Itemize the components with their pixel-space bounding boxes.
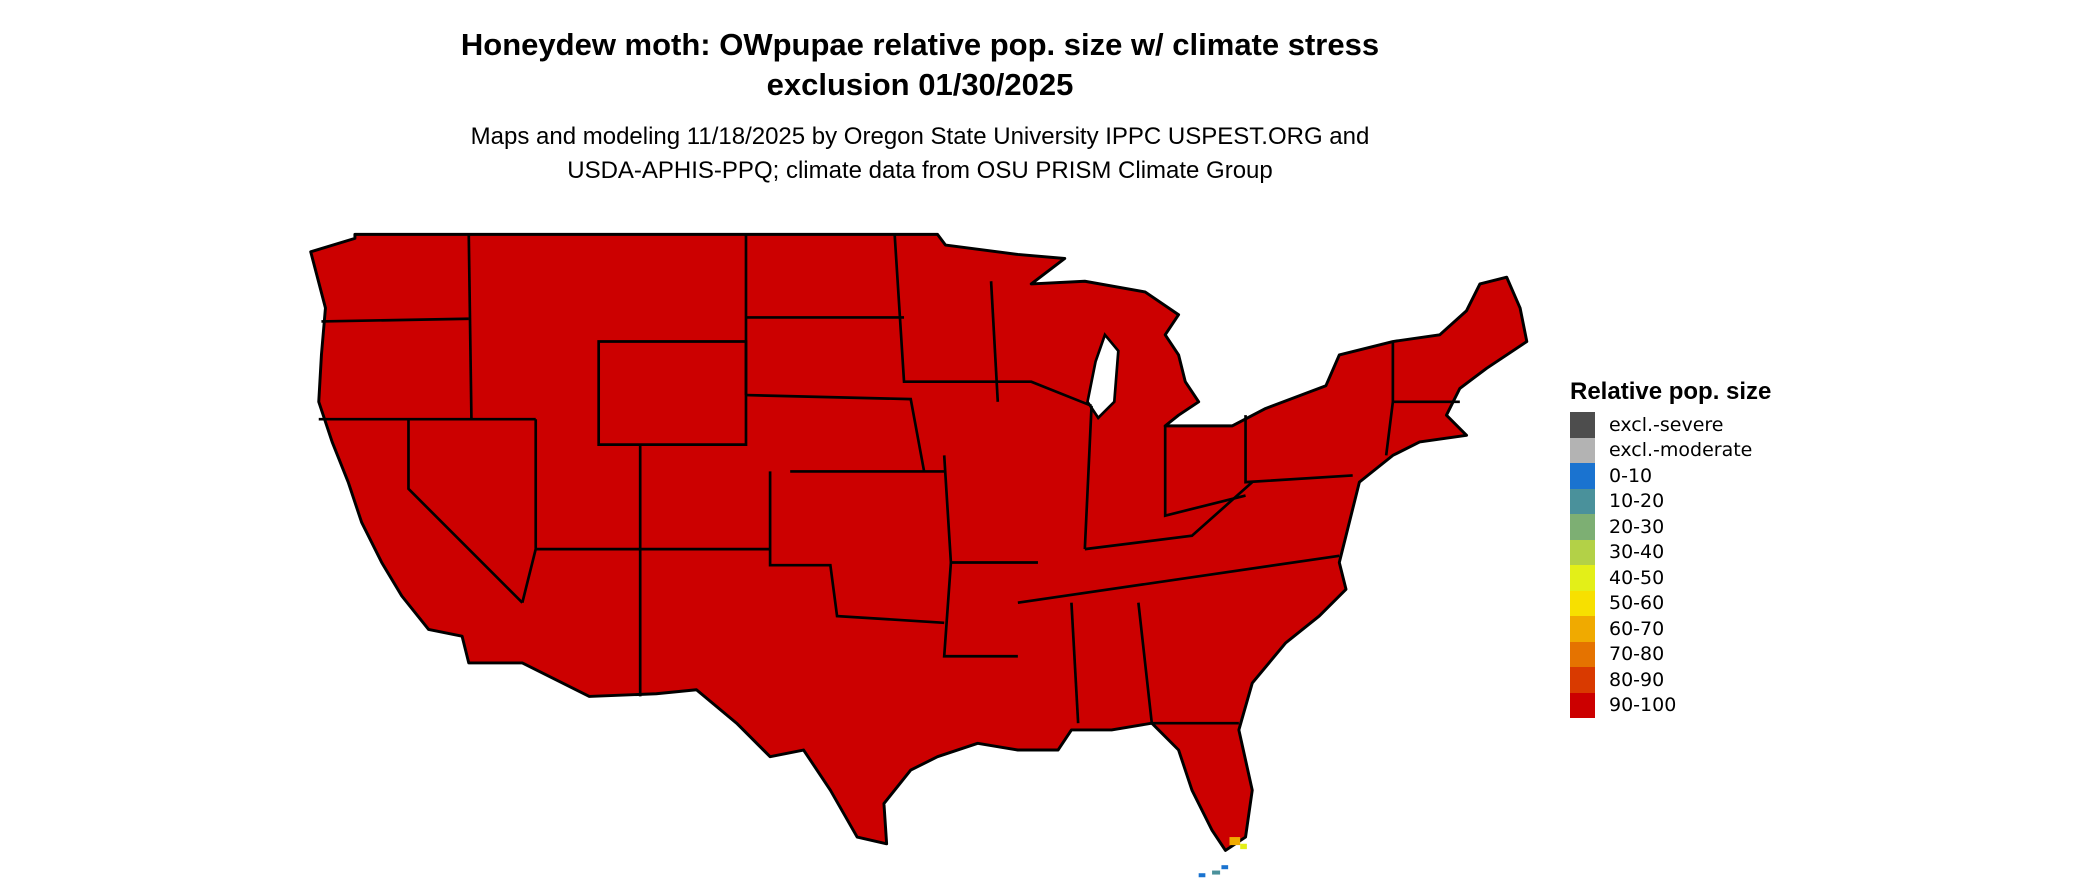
legend-swatch — [1570, 437, 1595, 463]
legend-label: 40-50 — [1609, 566, 1665, 589]
legend-label: 30-40 — [1609, 541, 1665, 564]
legend-swatch — [1570, 463, 1595, 489]
legend-title: Relative pop. size — [1570, 378, 1772, 405]
legend-swatch — [1570, 539, 1595, 565]
legend-label: excl.-moderate — [1609, 439, 1753, 462]
legend-label: excl.-severe — [1609, 413, 1724, 436]
legend-swatch — [1570, 514, 1595, 540]
legend-swatch — [1570, 565, 1595, 591]
legend-label: 90-100 — [1609, 694, 1677, 717]
legend-label: 50-60 — [1609, 592, 1665, 615]
legend-swatch — [1570, 692, 1595, 718]
legend-item: 70-80 — [1570, 641, 1771, 667]
legend-swatch — [1570, 488, 1595, 514]
legend-swatch — [1570, 616, 1595, 642]
lake-michigan — [1086, 332, 1120, 420]
legend-label: 20-30 — [1609, 515, 1665, 538]
legend-swatch — [1570, 641, 1595, 667]
legend-swatch — [1570, 667, 1595, 693]
legend-item: excl.-severe — [1570, 412, 1771, 438]
legend-item: 60-70 — [1570, 616, 1771, 642]
subtitle-line2: USDA-APHIS-PPQ; climate data from OSU PR… — [567, 157, 1273, 184]
legend-label: 60-70 — [1609, 617, 1665, 640]
florida-tip-low-values — [1198, 837, 1247, 878]
legend-item: 10-20 — [1570, 488, 1771, 514]
legend-label: 70-80 — [1609, 643, 1665, 666]
legend-item: 20-30 — [1570, 514, 1771, 540]
subtitle-line1: Maps and modeling 11/18/2025 by Oregon S… — [470, 123, 1370, 150]
legend-label: 80-90 — [1609, 668, 1665, 691]
state-borders — [318, 234, 1460, 725]
legend-item: 30-40 — [1570, 539, 1771, 565]
legend-item: 40-50 — [1570, 565, 1771, 591]
legend-swatch — [1570, 590, 1595, 616]
legend: Relative pop. size excl.-severe excl.-mod… — [1570, 378, 1771, 718]
legend-item: 0-10 — [1570, 463, 1771, 489]
legend-swatch — [1570, 412, 1595, 438]
legend-label: 0-10 — [1609, 464, 1653, 487]
legend-item: 50-60 — [1570, 590, 1771, 616]
conus-outline — [309, 232, 1529, 852]
chart-title-line2: exclusion 01/30/2025 — [766, 67, 1074, 102]
legend-item: excl.-moderate — [1570, 437, 1771, 463]
legend-label: 10-20 — [1609, 490, 1665, 513]
legend-item: 90-100 — [1570, 692, 1771, 718]
legend-item: 80-90 — [1570, 667, 1771, 693]
chart-title-line1: Honeydew moth: OWpupae relative pop. siz… — [460, 27, 1380, 62]
